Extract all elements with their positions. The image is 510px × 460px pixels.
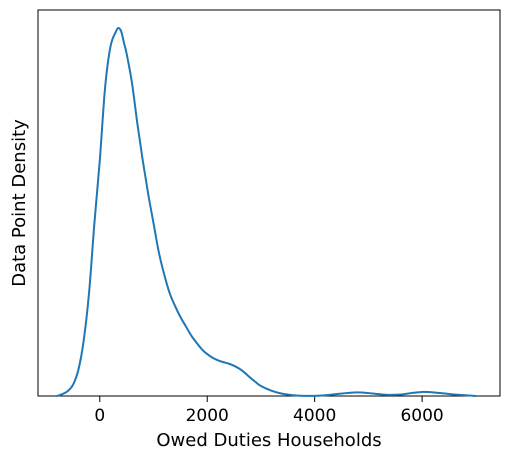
x-tick-label: 6000 [400, 406, 443, 426]
y-axis-label: Data Point Density [9, 119, 30, 287]
x-axis-ticks: 0 2000 4000 6000 [94, 396, 444, 426]
x-tick-label: 0 [94, 406, 105, 426]
x-axis-label: Owed Duties Households [156, 430, 381, 451]
plot-area-frame [37, 9, 501, 397]
x-tick-label: 2000 [186, 406, 229, 426]
x-tick-label: 4000 [293, 406, 336, 426]
density-curve [55, 27, 477, 397]
